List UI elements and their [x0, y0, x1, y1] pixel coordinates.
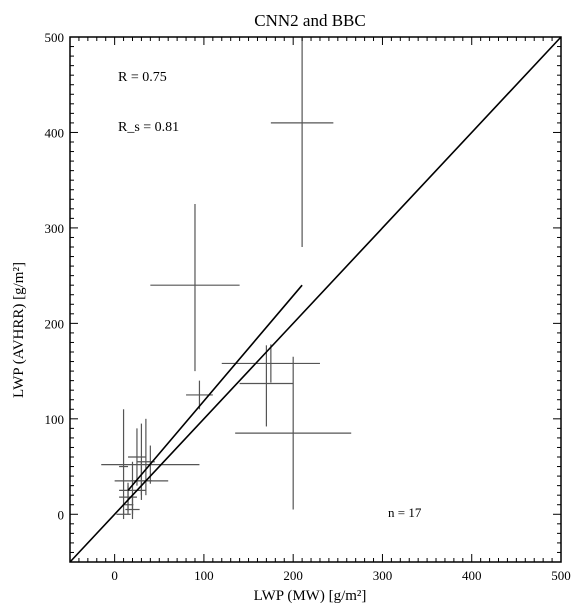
x-tick-label: 400 — [462, 568, 482, 583]
y-tick-label: 100 — [45, 412, 65, 427]
x-tick-label: 100 — [194, 568, 214, 583]
data-point — [128, 428, 146, 486]
data-point — [119, 409, 129, 515]
annotation-n: n = 17 — [388, 505, 422, 520]
y-tick-label: 200 — [45, 316, 65, 331]
y-tick-label: 500 — [45, 30, 65, 45]
y-tick-label: 300 — [45, 221, 65, 236]
x-tick-label: 0 — [111, 568, 118, 583]
x-tick-label: 200 — [283, 568, 303, 583]
x-axis-label: LWP (MW) [g/m²] — [254, 588, 367, 604]
data-point — [239, 345, 294, 427]
plot-frame — [69, 36, 562, 563]
plot-area-border — [69, 36, 562, 563]
y-tick-label: 400 — [45, 125, 65, 140]
regression-line — [127, 284, 303, 491]
error-bars — [101, 37, 352, 520]
regression-lines — [69, 36, 562, 563]
data-point — [270, 37, 334, 247]
annotation-r-s: R_s = 0.81 — [118, 120, 179, 135]
y-axis-label: LWP (AVHRR) [g/m²] — [11, 262, 27, 398]
x-tick-label: 300 — [373, 568, 393, 583]
axis-ticks: 0 100 200 300 400 500 0 100 200 300 400 500 — [45, 30, 571, 583]
x-tick-label: 500 — [551, 568, 571, 583]
chart-title: CNN2 and BBC — [254, 11, 365, 30]
one-to-one-line — [69, 36, 562, 563]
data-point — [235, 356, 352, 510]
y-tick-label: 0 — [58, 507, 65, 522]
data-point — [150, 204, 240, 372]
data-point — [221, 344, 320, 383]
annotation-r: R = 0.75 — [118, 70, 167, 85]
data-point — [130, 423, 153, 496]
